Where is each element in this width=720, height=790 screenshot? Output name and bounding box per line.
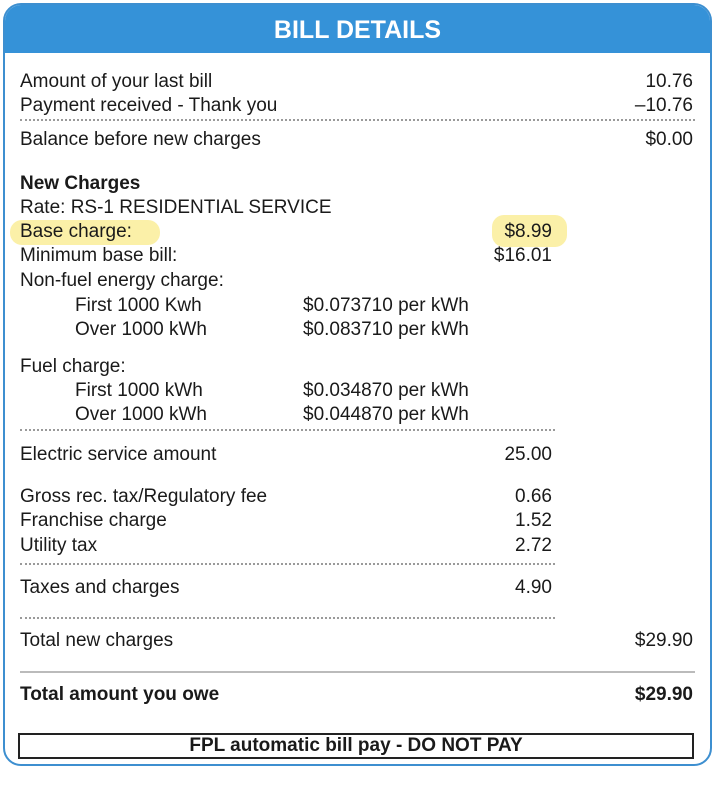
total-owe-label: Total amount you owe: [20, 684, 220, 705]
tax-label: Utility tax: [20, 535, 98, 556]
divider: [20, 617, 555, 619]
electric-service-label: Electric service amount: [20, 444, 217, 465]
min-base-label: Minimum base bill:: [20, 245, 178, 266]
new-charges-heading: New Charges: [20, 173, 141, 194]
total-new-label: Total new charges: [20, 630, 174, 651]
min-base-value: $16.01: [493, 245, 552, 266]
tax-label: Gross rec. tax/Regulatory fee: [20, 486, 268, 507]
highlight: [10, 220, 160, 245]
non-fuel-label: Non-fuel energy charge:: [20, 270, 224, 291]
balance-value: $0.00: [645, 129, 693, 150]
last-bill-label: Amount of your last bill: [20, 71, 213, 92]
tier-label: First 1000 kWh: [75, 380, 203, 401]
tax-value: 2.72: [515, 535, 552, 556]
tier-rate: $0.034870 per kWh: [303, 380, 469, 401]
bill-details-header: BILL DETAILS: [5, 5, 710, 53]
rate-label: Rate: RS-1 RESIDENTIAL SERVICE: [20, 197, 332, 218]
tier-rate: $0.083710 per kWh: [303, 319, 469, 340]
base-charge-label: Base charge:: [20, 221, 132, 242]
divider: [20, 119, 695, 121]
total-new-value: $29.90: [634, 630, 693, 651]
base-charge-value: $8.99: [504, 221, 552, 242]
tier-rate: $0.073710 per kWh: [303, 295, 469, 316]
tier-label: Over 1000 kWh: [75, 319, 207, 340]
last-bill-value: 10.76: [645, 71, 693, 92]
tax-value: 0.66: [515, 486, 552, 507]
tax-label: Franchise charge: [20, 510, 167, 531]
balance-label: Balance before new charges: [20, 129, 261, 150]
taxes-total-value: 4.90: [515, 577, 552, 598]
autopay-notice: FPL automatic bill pay - DO NOT PAY: [18, 733, 694, 759]
divider: [20, 429, 555, 431]
payment-value: –10.76: [634, 95, 693, 116]
taxes-total-label: Taxes and charges: [20, 577, 180, 598]
fuel-label: Fuel charge:: [20, 356, 126, 377]
divider: [20, 563, 555, 565]
total-owe-value: $29.90: [634, 684, 693, 705]
bill-details-card: BILL DETAILS: [3, 3, 712, 766]
divider: [20, 671, 695, 673]
highlight: [492, 215, 567, 247]
payment-label: Payment received - Thank you: [20, 95, 278, 116]
tax-value: 1.52: [515, 510, 552, 531]
tier-rate: $0.044870 per kWh: [303, 404, 469, 425]
electric-service-value: 25.00: [504, 444, 552, 465]
tier-label: First 1000 Kwh: [75, 295, 202, 316]
tier-label: Over 1000 kWh: [75, 404, 207, 425]
